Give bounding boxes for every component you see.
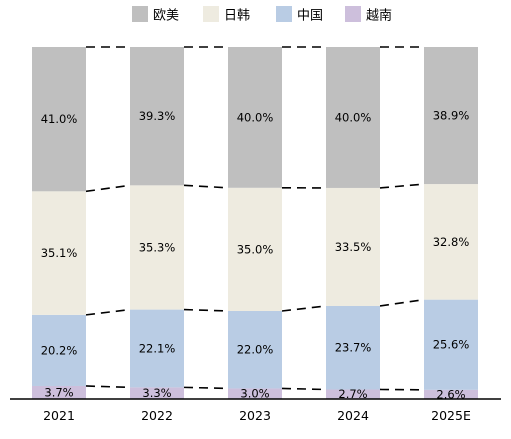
connector-line-1-2 <box>184 185 228 187</box>
connector-line-3-1 <box>380 300 424 306</box>
legend-label-2: 中国 <box>297 9 323 24</box>
x-tick-label-2025E: 2025E <box>431 408 471 423</box>
x-tick-label-2022: 2022 <box>141 408 173 423</box>
legend: 欧美 日韩 中国 越南 <box>132 6 392 24</box>
data-label-2024-1: 23.7% <box>335 341 372 355</box>
data-label-2021-2: 35.1% <box>41 246 78 260</box>
data-label-2023-2: 35.0% <box>237 242 274 256</box>
connector-line-0-0 <box>86 386 130 387</box>
data-label-2025E-2: 32.8% <box>433 235 470 249</box>
data-label-2023-1: 22.0% <box>237 343 274 357</box>
connector-line-1-1 <box>184 310 228 311</box>
legend-swatch-1 <box>203 6 219 22</box>
data-label-2021-0: 3.7% <box>44 385 73 399</box>
data-label-2022-0: 3.3% <box>142 386 171 400</box>
x-tick-labels: 2021 2022 2023 2024 2025E <box>43 408 471 423</box>
x-tick-label-2021: 2021 <box>43 408 75 423</box>
data-label-2021-1: 20.2% <box>41 343 78 357</box>
data-label-2022-1: 22.1% <box>139 341 176 355</box>
data-label-2024-2: 33.5% <box>335 240 372 254</box>
legend-swatch-3 <box>345 6 361 22</box>
data-label-2023-3: 40.0% <box>237 110 274 124</box>
legend-swatch-2 <box>276 6 292 22</box>
data-label-2022-3: 39.3% <box>139 109 176 123</box>
connector-line-0-2 <box>86 185 130 191</box>
data-label-2021-3: 41.0% <box>41 112 78 126</box>
x-tick-label-2023: 2023 <box>239 408 271 423</box>
data-label-2025E-1: 25.6% <box>433 338 470 352</box>
data-label-2024-3: 40.0% <box>335 110 372 124</box>
data-label-2025E-3: 38.9% <box>433 109 470 123</box>
legend-swatch-0 <box>132 6 148 22</box>
data-label-2022-2: 35.3% <box>139 240 176 254</box>
connector-line-2-1 <box>282 306 326 311</box>
x-tick-label-2024: 2024 <box>337 408 369 423</box>
legend-label-0: 欧美 <box>153 9 179 24</box>
connector-line-2-0 <box>282 388 326 389</box>
legend-label-3: 越南 <box>366 8 392 24</box>
legend-label-1: 日韩 <box>224 9 250 24</box>
connector-line-3-2 <box>380 184 424 188</box>
connector-line-0-1 <box>86 310 130 315</box>
connector-line-1-0 <box>184 387 228 388</box>
